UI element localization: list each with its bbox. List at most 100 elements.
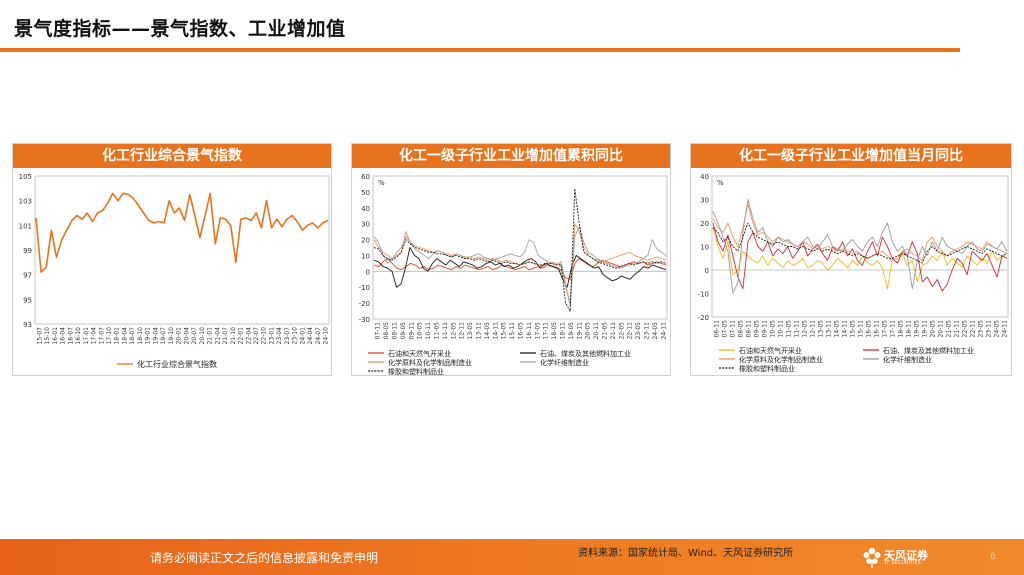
- logo-name: 天风证券: [884, 549, 928, 562]
- x-tick-label: 13-05: [818, 320, 825, 338]
- x-tick-label: 16-07: [67, 327, 74, 345]
- x-tick-label: 14-11: [492, 322, 499, 340]
- x-tick-label: 23-11: [986, 320, 993, 338]
- y-tick-label: -10: [359, 284, 370, 292]
- title-rule: [0, 48, 960, 52]
- x-tick-label: 09-11: [762, 320, 769, 338]
- x-tick-label: 07-05: [722, 320, 729, 338]
- x-tick-label: 16-11: [874, 320, 881, 338]
- x-tick-label: 07-11: [375, 322, 382, 340]
- series-line: [712, 227, 1008, 290]
- x-tick-label: 21-11: [954, 320, 961, 338]
- x-tick-label: 21-05: [946, 320, 953, 338]
- x-tick-label: 14-05: [484, 322, 491, 340]
- y-tick-label: 40: [700, 173, 709, 181]
- x-tick-label: 17-07: [98, 327, 105, 345]
- x-tick-label: 08-05: [738, 320, 745, 338]
- x-tick-label: 20-01: [176, 327, 183, 345]
- x-tick-label: 17-05: [534, 322, 541, 340]
- chart-panel-composite-index: 化工行业综合景气指数 93 95 97 99 101 103 105 15-07 15-10 16…: [12, 143, 332, 376]
- x-tick-label: 18-05: [898, 320, 905, 338]
- x-tick-label: 18-07: [129, 327, 136, 345]
- series-line: [35, 192, 329, 273]
- y-tick-label: 20: [361, 237, 370, 245]
- x-tick-label: 14-11: [842, 320, 849, 338]
- y-tick-label: 0: [366, 268, 370, 276]
- legend-label: 化工行业综合景气指数: [137, 359, 217, 369]
- x-tick-label: 17-11: [543, 322, 550, 340]
- x-tick-label: 20-07: [191, 327, 198, 345]
- series-line: [373, 223, 667, 304]
- x-tick-label: 14-05: [834, 320, 841, 338]
- x-tick-label: 17-04: [91, 327, 98, 345]
- series-line: [712, 199, 1008, 294]
- x-tick-label: 21-11: [610, 322, 617, 340]
- legend-label: 化学原料及化学制品制造业: [739, 355, 823, 364]
- chart-title: 化工行业综合景气指数: [13, 144, 331, 168]
- x-tick-label: 10-11: [425, 322, 432, 340]
- x-tick-label: 19-05: [568, 322, 575, 340]
- x-tick-label: 19-07: [160, 327, 167, 345]
- x-tick-label: 24-10: [323, 327, 330, 345]
- x-tick-label: 15-11: [509, 322, 516, 340]
- series-line: [712, 222, 1008, 264]
- x-tick-label: 17-05: [882, 320, 889, 338]
- x-tick-label: 22-05: [618, 322, 625, 340]
- x-tick-label: 21-07: [222, 327, 229, 345]
- x-tick-label: 16-05: [518, 322, 525, 340]
- series-line: [373, 188, 667, 312]
- x-tick-label: 18-10: [137, 327, 144, 345]
- y-axis-unit: %: [378, 179, 385, 187]
- y-tick-label: -30: [359, 316, 370, 324]
- x-tick-label: 19-01: [145, 327, 152, 345]
- page-title: 景气度指标——景气指数、工业增加值: [14, 18, 346, 40]
- x-tick-label: 16-04: [60, 327, 67, 345]
- x-tick-label: 12-11: [459, 322, 466, 340]
- x-tick-label: 11-05: [434, 322, 441, 340]
- x-tick-label: 24-05: [652, 322, 659, 340]
- x-tick-label: 18-11: [560, 322, 567, 340]
- series-line: [712, 222, 1008, 292]
- x-tick-label: 15-07: [36, 327, 43, 345]
- flower-logo-icon: [863, 547, 881, 568]
- x-tick-label: 20-04: [183, 327, 190, 345]
- y-tick-label: 30: [700, 197, 709, 205]
- y-tick-label: -20: [359, 300, 370, 308]
- x-tick-label: 15-05: [501, 322, 508, 340]
- x-tick-label: 07-11: [730, 320, 737, 338]
- x-tick-label: 12-05: [802, 320, 809, 338]
- x-tick-label: 16-11: [526, 322, 533, 340]
- legend-label: 石油、煤炭及其他燃料加工业: [540, 349, 631, 358]
- legend-label: 化学纤维制造业: [540, 358, 589, 367]
- x-tick-label: 09-05: [400, 322, 407, 340]
- legend-label: 石油和天然气开采业: [739, 346, 802, 355]
- x-tick-label: 21-01: [207, 327, 214, 345]
- x-tick-label: 16-10: [75, 327, 82, 345]
- legend-label: 橡胶和塑料制品业: [388, 367, 444, 375]
- x-tick-label: 09-05: [754, 320, 761, 338]
- x-tick-label: 24-11: [660, 322, 667, 340]
- x-tick-label: 11-05: [786, 320, 793, 338]
- x-tick-label: 23-11: [644, 322, 651, 340]
- x-tick-label: 08-11: [392, 322, 399, 340]
- page-number: 6: [990, 552, 996, 562]
- footer-bar: 请务必阅读正文之后的信息披露和免责申明: [0, 539, 1024, 575]
- x-tick-label: 10-05: [417, 322, 424, 340]
- x-tick-label: 24-11: [1002, 320, 1009, 338]
- x-tick-label: 19-05: [914, 320, 921, 338]
- x-tick-label: 23-05: [635, 322, 642, 340]
- x-tick-label: 23-10: [292, 327, 299, 345]
- x-tick-label: 23-01: [268, 327, 275, 345]
- x-tick-label: 15-05: [850, 320, 857, 338]
- y-tick-label: 40: [361, 205, 370, 213]
- x-tick-label: 12-11: [810, 320, 817, 338]
- x-tick-label: 24-07: [315, 327, 322, 345]
- x-tick-label: 08-11: [746, 320, 753, 338]
- x-tick-label: 11-11: [794, 320, 801, 338]
- x-tick-label: 21-05: [602, 322, 609, 340]
- chart-panel-cumulative-yoy: 化工一级子行业工业增加值累积同比 -30 -20 -10 0 10 20 30 40 50 60%…: [351, 143, 671, 376]
- x-tick-label: 06-11: [714, 320, 721, 338]
- source-note: 资料来源：国家统计局、Wind、天风证券研究所: [578, 548, 794, 559]
